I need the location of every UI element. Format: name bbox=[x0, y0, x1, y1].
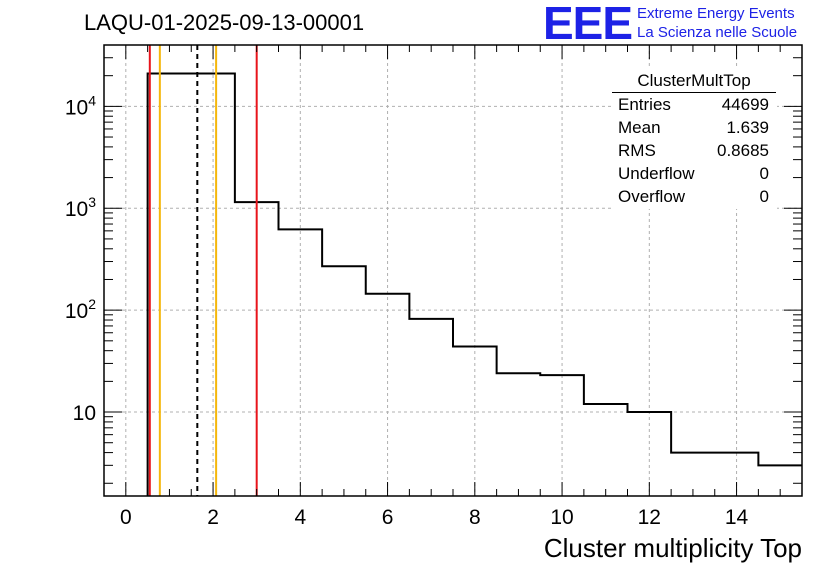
eee-logo-mark: EEE bbox=[543, 0, 633, 49]
x-tick-label: 4 bbox=[294, 506, 306, 529]
x-tick-label: 12 bbox=[638, 506, 661, 529]
x-tick-label: 2 bbox=[207, 506, 219, 529]
eee-logo: EEE Extreme Energy Events La Scienza nel… bbox=[543, 0, 833, 49]
grid-lines bbox=[104, 45, 802, 496]
stats-row-mean: Mean 1.639 bbox=[611, 116, 777, 139]
histogram-series bbox=[146, 72, 802, 496]
stats-row-rms: RMS 0.8685 bbox=[611, 139, 777, 162]
stats-value: 0 bbox=[759, 164, 769, 183]
stats-label: Underflow bbox=[618, 164, 695, 183]
tick-labels: 0 2 4 6 8 10 12 14 10 102 103 104 bbox=[65, 92, 749, 529]
stats-label: Entries bbox=[618, 95, 671, 114]
histogram-outline bbox=[146, 72, 802, 496]
stats-row-entries: Entries 44699 bbox=[611, 93, 777, 116]
y-tick-label: 103 bbox=[65, 194, 96, 221]
histogram-bin bbox=[497, 373, 541, 496]
stats-label: RMS bbox=[618, 141, 656, 160]
histogram-bin bbox=[584, 404, 628, 496]
stats-row-overflow: Overflow 0 bbox=[611, 185, 777, 208]
x-tick-label: 14 bbox=[725, 506, 749, 529]
y-tick-label: 10 bbox=[73, 402, 96, 425]
x-tick-label: 8 bbox=[469, 506, 481, 529]
y-tick-label: 102 bbox=[65, 296, 96, 323]
stats-value: 44699 bbox=[721, 95, 769, 114]
logo-line-extreme-energy-events: Extreme Energy Events bbox=[637, 5, 795, 22]
logo-line-la-scienza: La Scienza nelle Scuole bbox=[637, 24, 798, 41]
stats-box: ClusterMultTop Entries 44699 Mean 1.639 … bbox=[611, 69, 777, 209]
stats-title: ClusterMultTop bbox=[612, 70, 776, 93]
stats-value: 0 bbox=[759, 187, 769, 206]
y-tick-label: 104 bbox=[65, 92, 96, 119]
marker-lines bbox=[148, 45, 258, 496]
x-tick-label: 6 bbox=[382, 506, 394, 529]
x-tick-label: 0 bbox=[120, 506, 132, 529]
stats-label: Overflow bbox=[618, 187, 686, 206]
stats-row-underflow: Underflow 0 bbox=[611, 162, 777, 185]
x-axis-label: Cluster multiplicity Top bbox=[543, 533, 802, 563]
stats-value: 0.8685 bbox=[717, 141, 769, 160]
x-tick-label: 10 bbox=[550, 506, 573, 529]
histogram-bin bbox=[322, 266, 366, 496]
run-title: LAQU-01-2025-09-13-00001 bbox=[84, 10, 365, 35]
stats-label: Mean bbox=[618, 118, 661, 137]
histogram-bin bbox=[409, 319, 453, 496]
stats-value: 1.639 bbox=[726, 118, 769, 137]
axis-ticks bbox=[104, 44, 802, 496]
